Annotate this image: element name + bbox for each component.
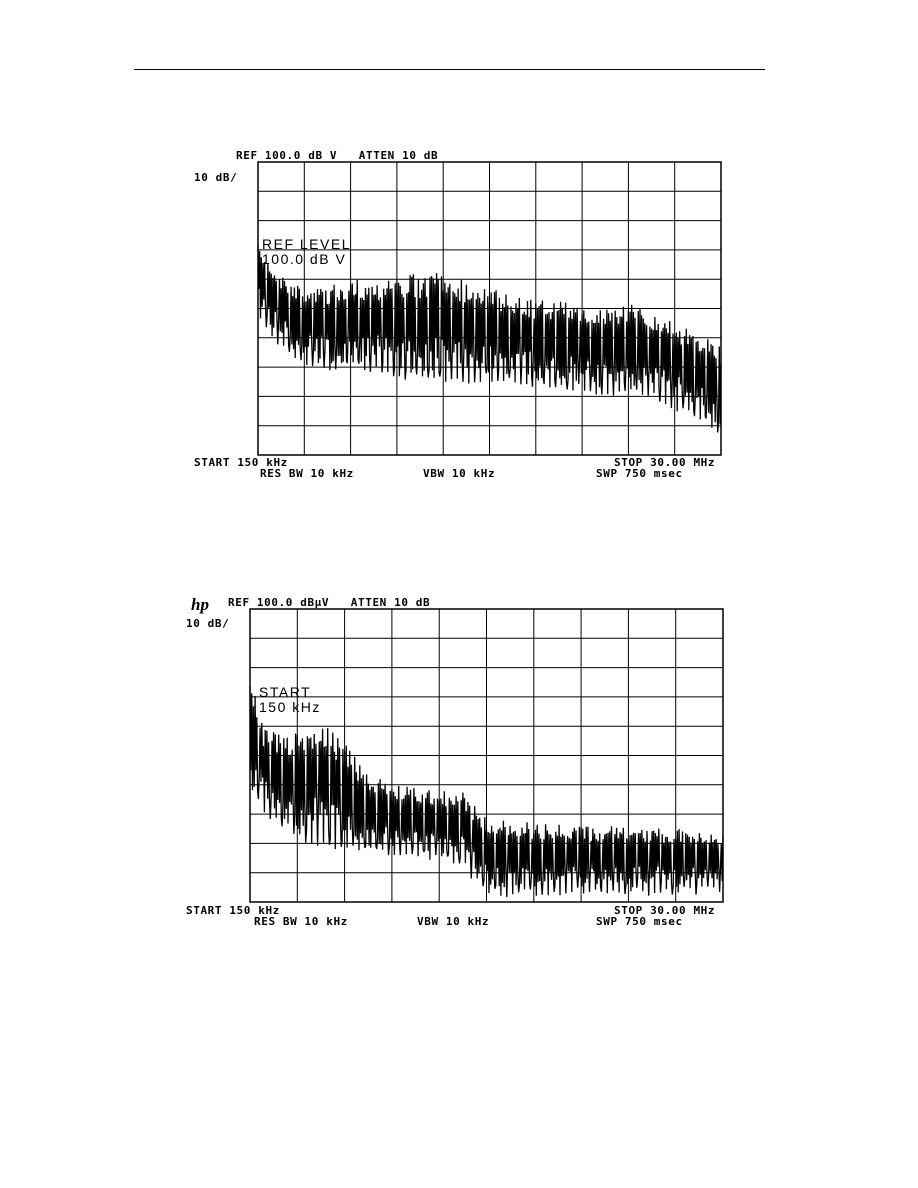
chart2-start-label: START 150 kHz [186,904,280,917]
chart1-overlay-ref-level: REF LEVEL [262,236,351,252]
chart2-stop-label: STOP 30.00 MHz [614,904,716,917]
chart2-overlay-start: START [259,684,312,700]
chart2-res-bw-label: RES BW 10 kHz [254,915,348,928]
chart1-ref-atten-label: REF 100.0 dB V ATTEN 10 dB [236,149,439,162]
chart2-spectrum-trace [249,685,724,898]
chart1-stop-label: STOP 30.00 MHz [614,456,716,469]
chart1-overlay-ref-value: 100.0 dB V [262,251,347,267]
chart1-spectrum-trace [257,243,722,433]
chart1-sweep-label: SWP 750 msec [596,467,683,480]
chart1-vbw-label: VBW 10 kHz [423,467,496,480]
chart2-sweep-label: SWP 750 msec [596,915,683,928]
page-header-rule [134,69,765,70]
chart1-res-bw-label: RES BW 10 kHz [260,467,354,480]
hp-logo: hp [191,595,209,614]
chart1-scale-label: 10 dB/ [194,171,238,184]
chart1-start-label: START 150 kHz [194,456,288,469]
chart2-ref-atten-label: REF 100.0 dBµV ATTEN 10 dB [228,596,431,609]
chart2-vbw-label: VBW 10 kHz [417,915,490,928]
chart2-frame [249,608,724,903]
chart2-scale-label: 10 dB/ [186,617,230,630]
chart1-frame [257,161,722,456]
chart2-overlay-start-value: 150 kHz [259,699,321,715]
